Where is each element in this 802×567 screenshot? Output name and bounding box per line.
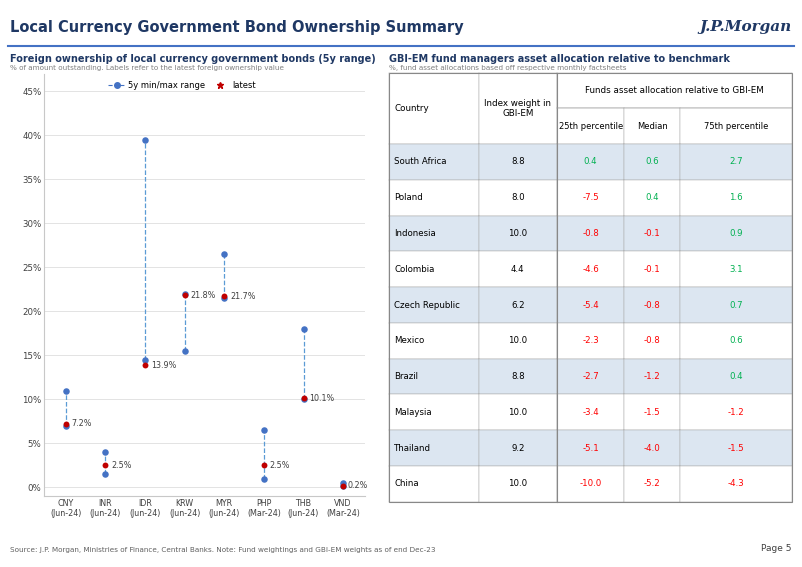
Text: Mexico: Mexico [395,336,424,345]
Point [178,289,191,298]
Text: 7.2%: 7.2% [72,420,92,429]
Point [257,474,270,483]
Text: 0.2%: 0.2% [348,481,368,490]
Text: 0.4: 0.4 [584,158,597,167]
Point [337,481,350,490]
Text: -1.5: -1.5 [728,443,745,452]
Text: -4.6: -4.6 [582,265,599,274]
Text: -0.1: -0.1 [644,229,661,238]
Text: Local Currency Government Bond Ownership Summary: Local Currency Government Bond Ownership… [10,20,464,35]
Text: -1.2: -1.2 [644,372,661,381]
Text: 10.0: 10.0 [508,408,528,417]
Text: South Africa: South Africa [395,158,447,167]
Text: 0.6: 0.6 [646,158,659,167]
Text: Median: Median [637,122,667,131]
Text: -0.1: -0.1 [644,265,661,274]
Text: Indonesia: Indonesia [395,229,436,238]
Text: -4.0: -4.0 [644,443,661,452]
Point [218,294,231,303]
Text: Colombia: Colombia [395,265,435,274]
Text: 0.6: 0.6 [730,336,743,345]
Text: -2.7: -2.7 [582,372,599,381]
Point [337,479,350,488]
Text: 10.0: 10.0 [508,229,528,238]
Text: 25th percentile: 25th percentile [558,122,623,131]
Text: 8.8: 8.8 [511,372,525,381]
Text: -0.8: -0.8 [582,229,599,238]
Text: Funds asset allocation relative to GBI-EM: Funds asset allocation relative to GBI-E… [585,86,764,95]
Text: 21.7%: 21.7% [230,292,256,301]
Text: -5.1: -5.1 [582,443,599,452]
Text: 0.4: 0.4 [730,372,743,381]
Text: 0.4: 0.4 [646,193,659,202]
Text: -1.2: -1.2 [728,408,745,417]
Point [178,291,191,300]
Text: 9.2: 9.2 [511,443,525,452]
Text: 75th percentile: 75th percentile [704,122,768,131]
Point [297,395,310,404]
Text: -7.5: -7.5 [582,193,599,202]
Text: 0.9: 0.9 [730,229,743,238]
Text: 2.5%: 2.5% [269,461,290,470]
Text: Index weight in
GBI-EM: Index weight in GBI-EM [484,99,551,118]
Text: -3.4: -3.4 [582,408,599,417]
Text: Country: Country [395,104,429,113]
Point [337,482,350,491]
Point [218,292,231,301]
Text: Poland: Poland [395,193,423,202]
Point [139,355,152,364]
Point [59,421,72,430]
Point [139,361,152,370]
Text: 3.1: 3.1 [730,265,743,274]
Text: Malaysia: Malaysia [395,408,432,417]
Legend: 5y min/max range, latest: 5y min/max range, latest [105,78,259,94]
Text: 10.1%: 10.1% [310,394,334,403]
Point [59,386,72,395]
Text: -0.8: -0.8 [644,301,661,310]
Text: 6.2: 6.2 [511,301,525,310]
Text: J.P.Morgan: J.P.Morgan [699,20,792,34]
Text: % of amount outstanding. Labels refer to the latest foreign ownership value: % of amount outstanding. Labels refer to… [10,65,285,71]
Text: -4.3: -4.3 [728,480,745,488]
Text: -1.5: -1.5 [644,408,661,417]
Text: 13.9%: 13.9% [151,361,176,370]
Text: 0.7: 0.7 [730,301,743,310]
Text: 21.8%: 21.8% [191,291,216,300]
Point [297,394,310,403]
Point [99,469,112,479]
Text: 8.8: 8.8 [511,158,525,167]
Text: Thailand: Thailand [395,443,431,452]
Text: Foreign ownership of local currency government bonds (5y range): Foreign ownership of local currency gove… [10,54,376,64]
Text: -0.8: -0.8 [644,336,661,345]
Point [139,135,152,144]
Text: GBI-EM fund managers asset allocation relative to benchmark: GBI-EM fund managers asset allocation re… [389,54,730,64]
Text: 1.6: 1.6 [730,193,743,202]
Text: 10.0: 10.0 [508,336,528,345]
Text: %, fund asset allocations based off respective monthly factsheets: %, fund asset allocations based off resp… [389,65,626,71]
Point [218,249,231,259]
Text: 4.4: 4.4 [511,265,525,274]
Text: -5.2: -5.2 [644,480,661,488]
Point [257,426,270,435]
Point [99,461,112,470]
Text: -2.3: -2.3 [582,336,599,345]
Text: 2.5%: 2.5% [111,461,132,470]
Point [59,420,72,429]
Text: 2.7: 2.7 [730,158,743,167]
Text: -5.4: -5.4 [582,301,599,310]
Text: Czech Republic: Czech Republic [395,301,460,310]
Text: 10.0: 10.0 [508,480,528,488]
Point [257,461,270,470]
Text: Brazil: Brazil [395,372,419,381]
Text: Page 5: Page 5 [761,544,792,553]
Text: Source: J.P. Morgan, Ministries of Finance, Central Banks. Note: Fund weightings: Source: J.P. Morgan, Ministries of Finan… [10,547,436,553]
Point [178,346,191,356]
Point [297,324,310,333]
Point [99,447,112,456]
Text: -10.0: -10.0 [580,480,602,488]
Text: 8.0: 8.0 [511,193,525,202]
Text: China: China [395,480,419,488]
